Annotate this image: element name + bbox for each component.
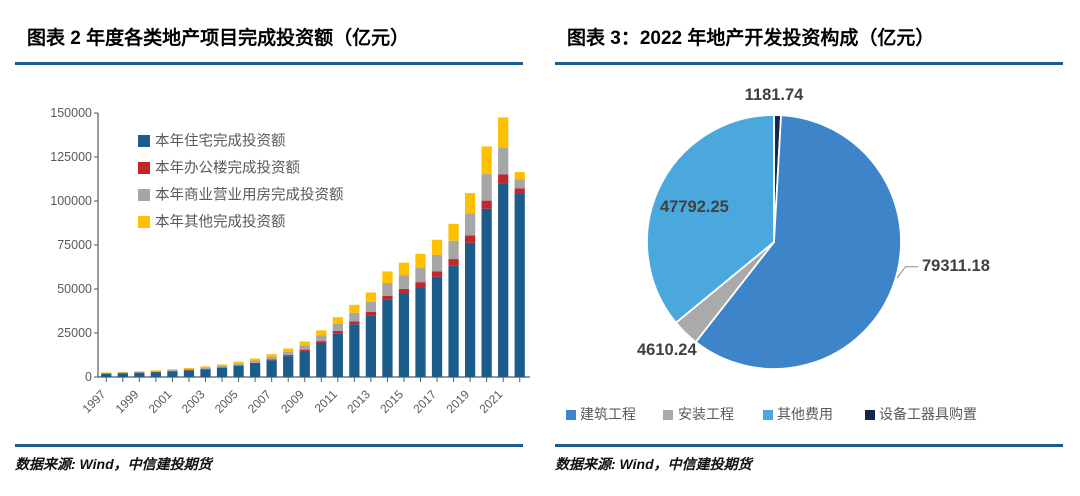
svg-text:2003: 2003 bbox=[179, 387, 208, 416]
svg-text:1999: 1999 bbox=[113, 387, 142, 416]
svg-text:本年住宅完成投资额: 本年住宅完成投资额 bbox=[155, 133, 286, 150]
svg-text:2017: 2017 bbox=[410, 387, 439, 416]
svg-text:2013: 2013 bbox=[344, 387, 373, 416]
svg-text:2015: 2015 bbox=[377, 387, 406, 416]
svg-text:建筑工程: 建筑工程 bbox=[580, 406, 636, 422]
svg-text:2009: 2009 bbox=[278, 387, 307, 416]
svg-text:本年其他完成投资额: 本年其他完成投资额 bbox=[155, 214, 286, 231]
svg-text:1181.74: 1181.74 bbox=[745, 86, 805, 104]
svg-text:125000: 125000 bbox=[50, 150, 92, 164]
svg-text:100000: 100000 bbox=[50, 194, 92, 208]
svg-text:本年商业营业用房完成投资额: 本年商业营业用房完成投资额 bbox=[155, 187, 344, 204]
svg-text:79311.18: 79311.18 bbox=[922, 257, 990, 275]
svg-text:50000: 50000 bbox=[57, 282, 92, 296]
svg-text:2021: 2021 bbox=[477, 387, 506, 416]
svg-text:其他费用: 其他费用 bbox=[777, 406, 833, 422]
svg-text:安装工程: 安装工程 bbox=[678, 406, 734, 422]
svg-text:2011: 2011 bbox=[312, 387, 340, 415]
svg-text:150000: 150000 bbox=[50, 106, 92, 120]
svg-text:25000: 25000 bbox=[57, 326, 92, 340]
svg-text:47792.25: 47792.25 bbox=[660, 198, 729, 216]
svg-text:2007: 2007 bbox=[245, 387, 274, 416]
svg-text:设备工器具购置: 设备工器具购置 bbox=[879, 406, 977, 422]
svg-text:75000: 75000 bbox=[57, 238, 92, 252]
svg-text:2001: 2001 bbox=[146, 387, 175, 416]
svg-text:本年办公楼完成投资额: 本年办公楼完成投资额 bbox=[155, 160, 300, 177]
svg-text:0: 0 bbox=[85, 370, 92, 384]
svg-text:2005: 2005 bbox=[212, 387, 241, 416]
svg-text:4610.24: 4610.24 bbox=[637, 341, 697, 359]
svg-text:2019: 2019 bbox=[443, 387, 472, 416]
svg-text:1997: 1997 bbox=[80, 387, 109, 416]
